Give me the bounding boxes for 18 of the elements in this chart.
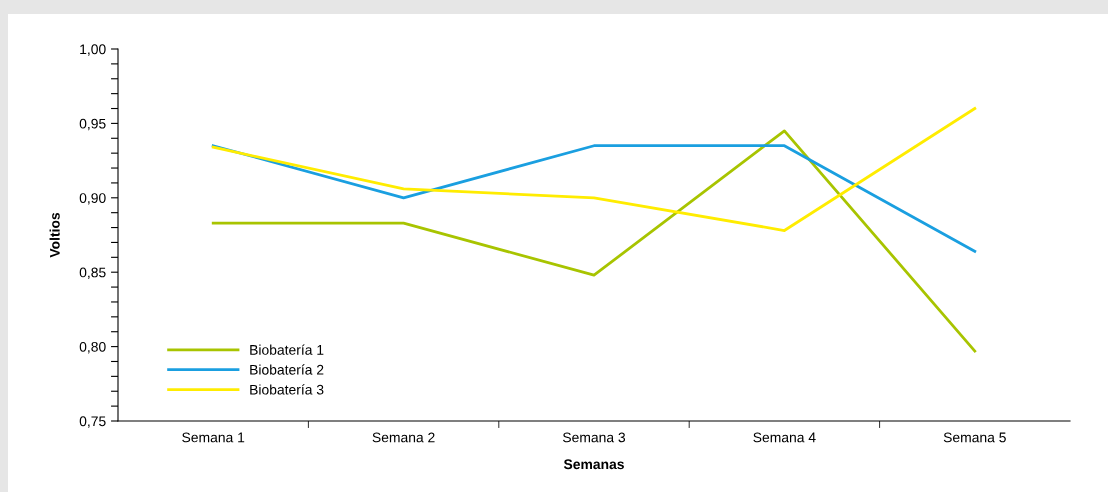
y-tick-label: 1,00 [80,44,106,56]
legend-label: Biobatería 1 [250,344,324,355]
x-tick-label: Semana 1 [182,432,245,443]
x-tick-label: Semana 2 [372,432,435,443]
x-tick-label: Semana 4 [753,432,816,443]
x-tick-label: Semana 5 [943,432,1006,443]
line-series [211,107,977,232]
y-tick-label: 0,90 [79,193,106,205]
legend-label: Biobatería 3 [250,384,324,395]
x-tick-label: Semana 3 [562,432,626,443]
y-axis-title: Voltios [49,212,60,258]
y-tick-label: 0,85 [79,267,106,280]
legend-label: Biobatería 2 [250,364,324,375]
x-axis-title: Semanas [563,459,624,470]
y-tick-label: 0,80 [79,341,106,354]
line-series [211,129,977,353]
y-tick-label: 0,75 [79,416,106,428]
y-tick-label: 0,95 [79,118,106,131]
